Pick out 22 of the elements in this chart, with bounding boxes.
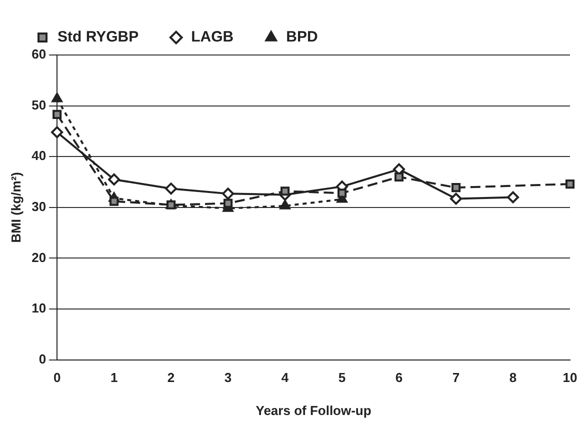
y-tick-label: 0 [38, 351, 46, 366]
y-tick-label: 40 [32, 148, 46, 164]
x-tick-label: 5 [338, 370, 346, 386]
x-tick-label: 2 [167, 370, 175, 386]
y-tick-label: 20 [32, 250, 46, 265]
legend-label: Std RYGBP [58, 28, 139, 46]
x-axis-title: Years of Follow-up [256, 402, 372, 418]
x-tick-label: 0 [53, 370, 61, 386]
x-tick-label: 8 [509, 370, 517, 386]
x-tick-label: 6 [395, 370, 403, 386]
y-tick-label: 30 [32, 198, 46, 214]
y-tick-label: 60 [32, 46, 46, 62]
y-axis-title: BMI (kg/m²) [8, 172, 24, 243]
legend-label: BPD [286, 28, 318, 46]
x-tick-label: 4 [281, 370, 290, 386]
legend-label: LAGB [191, 28, 234, 46]
x-tick-label: 10 [562, 370, 578, 386]
x-tick-label: 1 [110, 370, 118, 386]
y-tick-label: 10 [32, 300, 46, 316]
y-tick-label: 50 [32, 97, 46, 112]
x-tick-label: 7 [452, 370, 460, 386]
x-tick-label: 3 [224, 370, 232, 386]
